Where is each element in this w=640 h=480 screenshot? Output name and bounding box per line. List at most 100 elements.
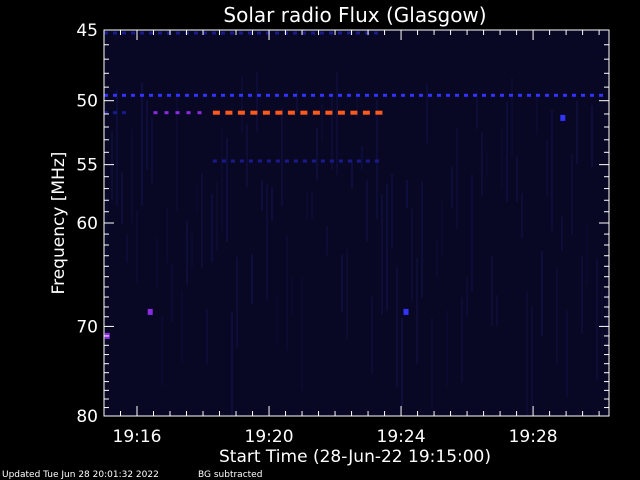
emission-band-mark xyxy=(311,159,316,163)
emission-band-mark xyxy=(237,110,245,115)
emission-band-mark xyxy=(300,110,308,115)
emission-band-mark xyxy=(131,93,135,97)
background-streak xyxy=(561,216,563,251)
background-streak xyxy=(176,89,178,212)
emission-band-mark xyxy=(554,93,558,97)
emission-band-mark xyxy=(239,31,243,35)
background-streak xyxy=(481,132,483,197)
background-streak xyxy=(126,234,128,263)
background-streak xyxy=(456,128,458,230)
x-tick-label: 19:16 xyxy=(113,427,162,447)
emission-band-mark xyxy=(104,93,108,97)
emission-band-mark xyxy=(167,93,171,97)
emission-band-mark xyxy=(375,110,383,115)
emission-band-mark xyxy=(203,31,207,35)
emission-band-mark xyxy=(212,31,216,35)
background-streak xyxy=(581,255,583,334)
background-streak xyxy=(331,97,333,170)
background-streak xyxy=(156,237,158,289)
background-streak xyxy=(551,109,553,232)
background-streak xyxy=(381,194,383,315)
emission-band-mark xyxy=(122,93,126,97)
emission-band-mark xyxy=(140,31,144,35)
background-streak xyxy=(556,267,558,366)
emission-band-mark xyxy=(158,31,162,35)
emission-band-mark xyxy=(248,93,252,97)
emission-band-mark xyxy=(250,110,258,115)
emission-band-mark xyxy=(221,93,225,97)
background-streak xyxy=(221,129,223,231)
emission-band-mark xyxy=(302,93,306,97)
emission-band-mark xyxy=(266,93,270,97)
emission-band-mark xyxy=(293,31,297,35)
emission-band-mark xyxy=(455,93,459,97)
emission-band-mark xyxy=(194,31,198,35)
background-streak xyxy=(536,91,538,135)
background-streak xyxy=(496,295,498,327)
emission-band-mark xyxy=(225,110,233,115)
background-streak xyxy=(471,174,473,293)
emission-band-mark xyxy=(365,31,369,35)
emission-band-mark xyxy=(325,110,333,115)
background-streak xyxy=(541,250,543,336)
background-streak xyxy=(266,184,268,301)
y-tick-label: 70 xyxy=(76,317,98,337)
emission-band-mark xyxy=(356,93,360,97)
background-streak xyxy=(411,208,413,301)
emission-band-mark xyxy=(392,93,396,97)
emission-band-mark xyxy=(287,110,295,115)
emission-band-mark xyxy=(221,159,226,163)
background-streak xyxy=(576,100,578,164)
emission-band-mark xyxy=(428,93,432,97)
emission-band-mark xyxy=(197,111,202,115)
background-streak xyxy=(251,254,253,304)
emission-band-mark xyxy=(212,159,217,163)
emission-band-mark xyxy=(293,159,298,163)
background-streak xyxy=(106,192,108,275)
emission-band-mark xyxy=(482,93,486,97)
emission-band-mark xyxy=(337,110,345,115)
emission-band-mark xyxy=(221,31,225,35)
emission-band-mark xyxy=(175,111,180,115)
background-streak xyxy=(401,317,403,408)
emission-band-mark xyxy=(275,110,283,115)
emission-band-mark xyxy=(113,31,117,35)
x-tick-label: 19:24 xyxy=(377,427,426,447)
emission-band-mark xyxy=(545,93,549,97)
background-streak xyxy=(136,210,138,284)
background-streak xyxy=(371,296,373,375)
emission-band-mark xyxy=(599,93,603,97)
footer-bg-note: BG subtracted xyxy=(198,470,263,480)
emission-band-mark xyxy=(186,111,191,115)
emission-spot xyxy=(403,308,409,315)
background-streak xyxy=(546,139,548,198)
background-streak xyxy=(141,82,143,206)
background-streak xyxy=(211,193,213,263)
y-axis: 45 50 55 60 70 80 xyxy=(76,21,609,427)
background-streak xyxy=(271,187,273,222)
background-streak xyxy=(571,153,573,236)
emission-band-mark xyxy=(338,93,342,97)
background-streak xyxy=(476,91,478,130)
background-streak xyxy=(226,137,228,242)
background-streak xyxy=(351,159,353,189)
background-streak xyxy=(586,222,588,285)
emission-band-mark xyxy=(149,31,153,35)
emission-band-mark xyxy=(275,31,279,35)
emission-band-mark xyxy=(293,93,297,97)
x-tick-label: 19:28 xyxy=(509,427,558,447)
emission-band-mark xyxy=(239,159,244,163)
emission-band-mark xyxy=(572,93,576,97)
emission-band-mark xyxy=(383,93,387,97)
emission-band-mark xyxy=(347,31,351,35)
emission-band-mark xyxy=(140,93,144,97)
emission-band-mark xyxy=(302,159,307,163)
background-streak xyxy=(531,306,533,415)
emission-band-mark xyxy=(122,111,126,115)
emission-band-mark xyxy=(338,159,343,163)
emission-band-mark xyxy=(284,93,288,97)
background-streak xyxy=(426,82,428,144)
background-streak xyxy=(321,104,323,143)
background-streak xyxy=(591,105,593,167)
